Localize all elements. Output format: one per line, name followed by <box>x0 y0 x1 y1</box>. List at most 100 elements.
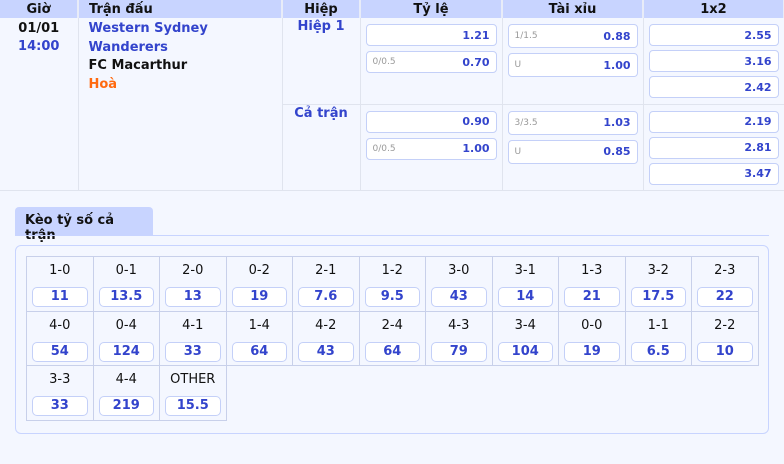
overunder-odds-button[interactable]: U 1.00 <box>507 53 638 77</box>
overunder-cell: 1/1.5 0.88 U 1.00 <box>502 18 644 105</box>
score-label: 1-4 <box>248 317 270 333</box>
score-odds-button[interactable]: 79 <box>431 341 487 362</box>
handicap-odds: 1.00 <box>462 142 490 155</box>
match-time: 01/01 14:00 <box>0 18 79 191</box>
score-label: 2-1 <box>315 263 337 278</box>
overunder-odds-button[interactable]: 1/1.5 0.88 <box>507 24 638 48</box>
score-cell: 0-0 19 <box>558 310 626 366</box>
score-cell: 1-4 64 <box>225 310 293 366</box>
score-odds-button[interactable]: 10 <box>697 341 753 362</box>
score-odds-button[interactable]: 13 <box>165 287 221 307</box>
overunder-line: U <box>514 146 522 157</box>
period-row: Cả trận 0.90 0/0.5 1.00 3/3.5 1.03 U 0.85 2.19 2.… <box>0 104 784 191</box>
score-cell: 4-0 54 <box>26 310 94 366</box>
score-label: 3-2 <box>647 263 669 278</box>
score-cell: 2-4 64 <box>358 310 426 366</box>
score-label: 0-1 <box>115 263 137 278</box>
score-label: 0-2 <box>248 263 270 278</box>
away-team[interactable]: FC Macarthur <box>88 58 188 73</box>
overunder-odds-button[interactable]: 3/3.5 1.03 <box>507 110 638 135</box>
1x2-odds-button[interactable]: 2.19 <box>648 110 779 133</box>
1x2-odds-button[interactable]: 3.47 <box>648 162 779 185</box>
score-cell: 1-1 6.5 <box>624 310 692 366</box>
score-cell: 2-0 13 <box>159 256 227 312</box>
score-odds-button[interactable]: 33 <box>32 396 88 416</box>
score-odds-button[interactable]: 7.6 <box>298 287 354 307</box>
score-odds-button[interactable]: 9.5 <box>364 287 420 307</box>
home-team[interactable]: Western Sydney Wanderers <box>88 21 208 55</box>
overunder-line: 1/1.5 <box>514 31 538 41</box>
header-gio: Giờ <box>0 0 79 18</box>
score-odds-button[interactable]: 17.5 <box>630 287 686 307</box>
score-odds-button[interactable]: 104 <box>497 341 553 362</box>
score-odds-button[interactable]: 54 <box>32 341 88 362</box>
score-label: 3-3 <box>49 372 71 387</box>
score-label: 4-1 <box>182 317 204 333</box>
1x2-odds: 2.42 <box>744 80 772 94</box>
1x2-cell: 2.55 3.16 2.42 <box>643 18 784 105</box>
handicap-odds: 0.90 <box>462 115 490 128</box>
1x2-odds-button[interactable]: 2.42 <box>648 76 779 98</box>
handicap-cell: 0.90 0/0.5 1.00 <box>360 104 503 191</box>
handicap-odds-button[interactable]: 0/0.5 1.00 <box>365 137 497 160</box>
overunder-odds: 1.00 <box>603 58 631 72</box>
1x2-odds-button[interactable]: 3.16 <box>648 50 779 72</box>
score-odds-button[interactable]: 11 <box>32 287 88 307</box>
score-odds-button[interactable]: 13.5 <box>98 287 154 307</box>
score-label: 1-1 <box>647 317 669 333</box>
score-odds-button[interactable]: 43 <box>298 341 354 362</box>
score-cell: 2-1 7.6 <box>292 256 360 312</box>
score-odds-button[interactable]: 124 <box>98 341 154 362</box>
score-odds-button[interactable]: 19 <box>231 287 287 307</box>
correct-score-grid: 1-0 11 0-1 13.5 2-0 13 0-2 19 2-1 7.6 1-2 9.5 3-0 43 3… <box>26 256 759 421</box>
1x2-odds: 3.16 <box>744 54 772 68</box>
score-odds-button[interactable]: 43 <box>431 287 487 307</box>
handicap-odds-button[interactable]: 1.21 <box>365 24 497 46</box>
score-cell: 2-2 10 <box>691 310 759 366</box>
overunder-cell: 3/3.5 1.03 U 0.85 <box>502 104 644 191</box>
score-label: 1-3 <box>581 263 603 278</box>
header-tran-dau: Trận đấu <box>78 0 283 18</box>
score-label: 3-1 <box>514 263 536 278</box>
score-label: 4-0 <box>49 317 71 333</box>
score-cell: 3-1 14 <box>491 256 559 312</box>
score-odds-button[interactable]: 33 <box>165 341 221 362</box>
score-label: 2-2 <box>714 317 736 333</box>
handicap-odds-button[interactable]: 0.90 <box>365 110 497 133</box>
score-label: 4-3 <box>448 317 470 333</box>
score-odds-button[interactable]: 64 <box>231 341 287 362</box>
score-label: 3-4 <box>514 317 536 333</box>
1x2-odds-button[interactable]: 2.81 <box>648 136 779 159</box>
score-label: 2-4 <box>381 317 403 333</box>
score-odds-button[interactable]: 219 <box>98 396 154 416</box>
period-name: Hiệp 1 <box>282 18 361 105</box>
tab-divider <box>15 235 769 236</box>
header-1x2: 1x2 <box>643 0 784 18</box>
handicap-odds-button[interactable]: 0/0.5 0.70 <box>365 51 497 73</box>
score-label: 2-3 <box>714 263 736 278</box>
score-cell: 1-2 9.5 <box>358 256 426 312</box>
score-odds-button[interactable]: 6.5 <box>630 341 686 362</box>
score-odds-button[interactable]: 22 <box>697 287 753 307</box>
score-odds-button[interactable]: 14 <box>497 287 553 307</box>
overunder-odds-button[interactable]: U 0.85 <box>507 139 638 164</box>
score-cell: 4-3 79 <box>425 310 493 366</box>
handicap-odds: 0.70 <box>462 55 490 69</box>
score-cell: 4-1 33 <box>159 310 227 366</box>
match-date: 01/01 <box>18 21 60 36</box>
match-teams: Western Sydney Wanderers FC Macarthur Hoà <box>78 18 283 191</box>
1x2-odds-button[interactable]: 2.55 <box>648 24 779 46</box>
score-odds-button[interactable]: 19 <box>564 341 620 362</box>
score-cell: 4-4 219 <box>92 365 160 421</box>
score-odds-button[interactable]: 21 <box>564 287 620 307</box>
score-label: 1-0 <box>49 263 71 278</box>
score-label: OTHER <box>170 372 216 387</box>
draw-label: Hoà <box>88 76 118 92</box>
score-cell: 1-3 21 <box>558 256 626 312</box>
handicap-line: 0/0.5 <box>372 143 396 154</box>
correct-score-panel <box>15 245 769 434</box>
1x2-odds: 2.19 <box>744 115 772 128</box>
tab-correct-score[interactable]: Kèo tỷ số cả trận <box>15 207 153 243</box>
score-odds-button[interactable]: 15.5 <box>165 396 221 416</box>
score-odds-button[interactable]: 64 <box>364 341 420 362</box>
